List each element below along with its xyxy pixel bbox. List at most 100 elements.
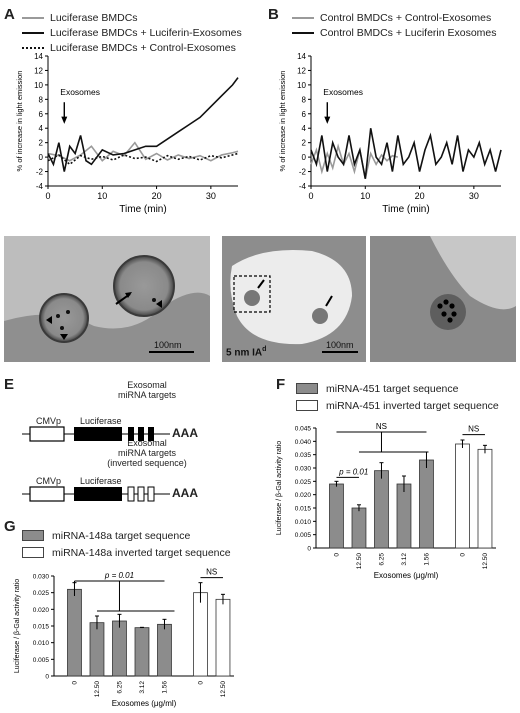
y-tick-label: 12 — [297, 66, 306, 75]
x-tick-label: 0 — [197, 681, 204, 685]
y-tick-label: 0.025 — [295, 479, 312, 486]
y-tick-label: 0.035 — [295, 452, 312, 459]
zoom-box — [233, 275, 271, 313]
legend-swatch — [22, 530, 44, 541]
x-tick-label: 12.50 — [94, 681, 101, 698]
y-axis-label: % of increase in light emission — [278, 71, 287, 172]
x-tick-label: 1.56 — [161, 681, 168, 694]
significance-label: p = 0.01 — [338, 467, 368, 476]
scale-label-d: 100nm — [326, 340, 354, 350]
y-tick-label: 12 — [34, 66, 43, 75]
construct-title-1: Exosomal miRNA targets — [117, 380, 177, 400]
legend-item: miRNA-148a target sequence — [22, 527, 231, 544]
em-label-d: 5 nm IAd — [226, 346, 267, 359]
arrow-head — [324, 116, 331, 124]
series-line — [47, 152, 239, 166]
y-tick-label: 0.030 — [33, 574, 50, 581]
y-tick-label: -2 — [299, 168, 307, 177]
significance-label: p = 0.01 — [104, 571, 134, 580]
x-axis-label: Exosomes (μg/ml) — [112, 699, 177, 708]
y-tick-label: -4 — [36, 182, 44, 191]
x-tick-label: 6.25 — [378, 553, 385, 566]
y-tick-label: 0.040 — [295, 439, 312, 446]
x-tick-label: 12.50 — [482, 553, 489, 570]
legend-label: miRNA-148a inverted target sequence — [52, 546, 231, 559]
y-tick-label: 0.005 — [295, 532, 312, 539]
significance-label: NS — [206, 568, 217, 577]
y-tick-label: 0.020 — [33, 607, 50, 614]
arrow-head — [61, 116, 68, 124]
legend-b: Control BMDCs + Control-Exosomes Control … — [292, 10, 497, 40]
y-tick-label: 0.045 — [295, 426, 312, 433]
y-tick-label: 0.030 — [295, 466, 312, 473]
x-tick-label: 1.56 — [423, 553, 430, 566]
legend-swatch — [292, 31, 314, 34]
y-tick-label: 0 — [39, 153, 44, 162]
x-axis-label: Time (min) — [119, 204, 166, 215]
x-tick-label: 3.12 — [401, 553, 408, 566]
bar — [215, 598, 231, 677]
bar — [193, 592, 208, 677]
y-tick-label: -4 — [299, 182, 307, 191]
y-tick-label: 8 — [302, 95, 307, 104]
em-image-c: 100nm — [4, 236, 210, 362]
y-tick-label: 14 — [34, 52, 43, 61]
bar — [419, 459, 434, 549]
panel-letter-g: G — [4, 518, 16, 535]
legend-item: miRNA-148a inverted target sequence — [22, 544, 231, 561]
legend-label: Control BMDCs + Luciferin Exosomes — [320, 26, 497, 39]
y-tick-label: 0.010 — [33, 640, 50, 647]
y-tick-label: 10 — [34, 81, 43, 90]
legend-label: miRNA-451 target sequence — [326, 382, 459, 395]
legend-item: Control BMDCs + Control-Exosomes — [292, 10, 497, 25]
y-tick-label: 0 — [45, 674, 49, 681]
construct-promoter-1: CMVp — [36, 416, 62, 426]
chart-f: 0 0.005 0.010 0.015 0.020 0.025 0.030 0.035 0.04… — [276, 422, 496, 580]
chart-g: 0 0.005 0.010 0.015 0.020 0.025 0.030 0 12.50 6.2… — [14, 568, 234, 708]
significance-label: NS — [468, 425, 479, 434]
bar — [157, 623, 172, 677]
x-tick-label: 12.50 — [220, 681, 227, 698]
em-image-d: 5 nm IAd 100nm — [222, 236, 366, 362]
y-tick-label: 10 — [297, 81, 306, 90]
y-tick-label: -2 — [36, 168, 44, 177]
y-axis-label: Luciferase / β-Gal activity ratio — [276, 441, 283, 535]
series-line — [47, 77, 239, 172]
legend-item: Luciferase BMDCs — [22, 10, 242, 25]
y-tick-label: 0.005 — [33, 657, 50, 664]
legend-label: miRNA-451 inverted target sequence — [326, 399, 499, 412]
construct-polya-2: AAA — [172, 486, 198, 500]
chart-a: -4 -2 0 2 4 6 8 10 12 14 0 10 20 30 Time (min) % of inc… — [15, 52, 239, 215]
legend-label: Control BMDCs + Control-Exosomes — [320, 11, 492, 24]
bar — [351, 507, 367, 549]
construct-gene-2: Luciferase — [80, 476, 122, 486]
significance-label: NS — [376, 422, 387, 431]
y-tick-label: 0.025 — [33, 590, 50, 597]
y-tick-label: 14 — [297, 52, 306, 61]
legend-item: miRNA-451 target sequence — [296, 380, 499, 397]
bar — [477, 448, 493, 549]
y-tick-label: 6 — [39, 110, 44, 119]
legend-swatch — [296, 383, 318, 394]
x-tick-label: 30 — [469, 191, 479, 201]
annotation-label: Exosomes — [60, 87, 100, 97]
chart-b: -4 -2 0 2 4 6 8 10 12 14 0 10 20 30 Time (min) % of inc… — [278, 52, 502, 215]
construct-title-2: Exosomal miRNA targets (inverted sequenc… — [107, 438, 187, 468]
legend-label: Luciferase BMDCs + Control-Exosomes — [50, 41, 236, 54]
panel-letter-b: B — [268, 6, 279, 23]
legend-f: miRNA-451 target sequence miRNA-451 inver… — [296, 380, 499, 414]
legend-label: miRNA-148a target sequence — [52, 529, 191, 542]
x-tick-label: 0 — [333, 553, 340, 557]
legend-a: Luciferase BMDCs Luciferase BMDCs + Lucif… — [22, 10, 242, 55]
y-tick-label: 2 — [302, 139, 307, 148]
legend-item: Luciferase BMDCs + Luciferin-Exosomes — [22, 25, 242, 40]
bar — [374, 470, 389, 549]
x-axis-label: Exosomes (μg/ml) — [374, 571, 439, 580]
x-tick-label: 0 — [45, 191, 50, 201]
bar — [112, 620, 127, 677]
construct-gene-1: Luciferase — [80, 416, 122, 426]
x-axis-label: Time (min) — [382, 204, 429, 215]
x-tick-label: 12.50 — [356, 553, 363, 570]
x-tick-label: 10 — [97, 191, 107, 201]
legend-swatch — [292, 16, 314, 19]
